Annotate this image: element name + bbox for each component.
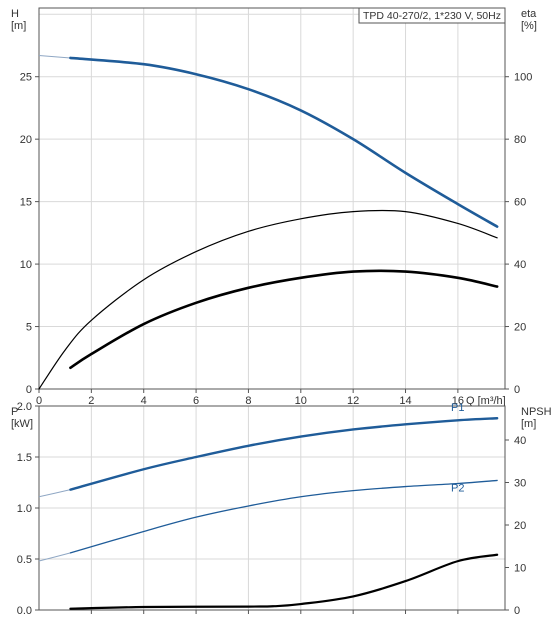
y-tick-label-right: 20	[514, 322, 526, 334]
curve-extension	[38, 489, 71, 498]
x-tick-label: 10	[295, 395, 307, 407]
x-axis-label: Q [m³/h]	[466, 395, 506, 407]
y-tick-label-right: 20	[514, 520, 526, 532]
series-line-p1	[69, 417, 499, 491]
x-tick-label: 16	[452, 395, 464, 407]
y-tick-label-right: 30	[514, 478, 526, 490]
y-axis-unit-left: [kW]	[11, 418, 33, 430]
series-line-p2	[69, 479, 498, 554]
head-efficiency-chart: 0 5 10 15 20 25 0 20 40 60 80 100 0 2 4 6 8 10 12 14 16 Q [m³…	[11, 7, 537, 407]
x-tick-label: 2	[88, 395, 94, 407]
y-tick-label-left: 20	[20, 134, 32, 146]
power-npsh-chart: 0.0 0.5 1.0 1.5 2.0 0 10 20 30 40 P[kW] NPSH[m] P1 P2	[11, 401, 552, 617]
y-axis-label-right: NPSH	[521, 406, 552, 418]
y-tick-label-left: 2.0	[17, 401, 32, 413]
series-label-p2: P2	[451, 482, 464, 494]
chart-title-box	[358, 7, 506, 24]
y-tick-label-right: 40	[514, 259, 526, 271]
y-tick-label-right: 100	[514, 72, 532, 84]
x-tick-label: 12	[347, 395, 359, 407]
y-axis-unit-left: [m]	[11, 20, 26, 32]
y-axis-label-right: eta	[521, 8, 537, 20]
y-tick-label-left: 0.5	[17, 554, 32, 566]
x-tick-label: 4	[141, 395, 147, 407]
y-tick-label-right: 0	[514, 605, 520, 617]
y-tick-label-left: 1.5	[17, 452, 32, 464]
x-tick-label: 14	[399, 395, 411, 407]
y-tick-label-right: 0	[514, 384, 520, 396]
y-tick-label-right: 80	[514, 134, 526, 146]
x-tick-label: 0	[36, 395, 42, 407]
y-axis-unit-right: [m]	[521, 418, 536, 430]
y-axis-label-left: P	[11, 406, 18, 418]
x-tick-label: 6	[193, 395, 199, 407]
y-tick-label-left: 10	[20, 259, 32, 271]
chart-title: TPD 40-270/2, 1*230 V, 50Hz	[363, 10, 501, 22]
plot-frame	[38, 7, 506, 390]
y-tick-label-left: 0.0	[17, 605, 32, 617]
series-line-unlabeled	[69, 269, 499, 370]
curve-extension	[38, 552, 71, 562]
series-label-p1: P1	[451, 402, 464, 414]
series-line-eta	[38, 209, 498, 390]
y-axis-unit-right: [%]	[521, 20, 537, 32]
y-tick-label-left: 1.0	[17, 503, 32, 515]
y-tick-label-left: 25	[20, 72, 32, 84]
curve-extension	[38, 54, 71, 59]
y-tick-label-right: 40	[514, 435, 526, 447]
y-tick-label-left: 5	[26, 322, 32, 334]
y-tick-label-left: 0	[26, 384, 32, 396]
series-line-h	[69, 56, 499, 228]
series-line-npsh	[69, 553, 499, 610]
plot-area	[39, 8, 505, 389]
y-tick-label-right: 10	[514, 563, 526, 575]
y-tick-label-right: 60	[514, 197, 526, 209]
y-tick-label-left: 15	[20, 197, 32, 209]
x-tick-label: 8	[245, 395, 251, 407]
y-axis-label-left: H	[11, 8, 19, 20]
